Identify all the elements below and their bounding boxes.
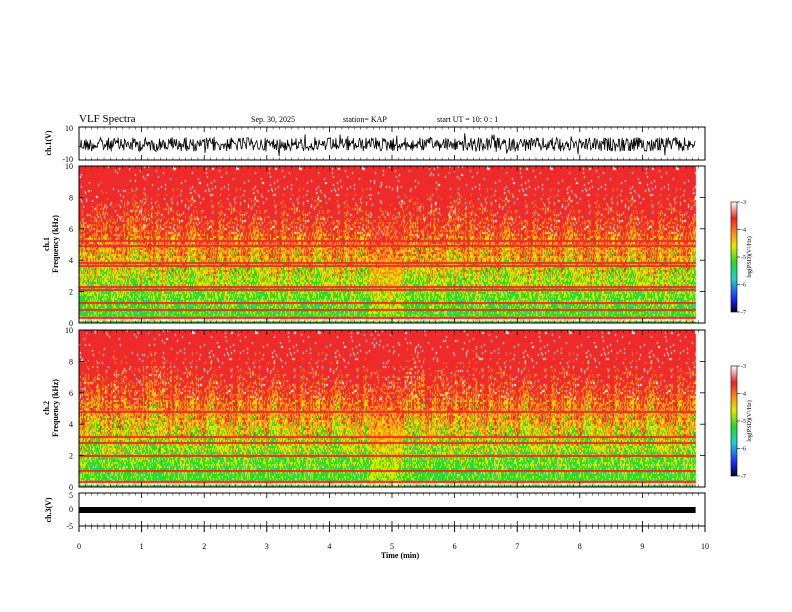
colorbar-tick-label: -5	[741, 255, 746, 261]
time-tick-label: 7	[515, 542, 519, 551]
ch3-ytick-mid: 0	[69, 505, 73, 514]
freq-tick-label: 4	[69, 256, 73, 265]
ch3-waveform-panel: 5 0 -5 ch.3(V)	[44, 491, 706, 531]
freq-tick-label: 8	[69, 193, 73, 202]
time-axis-label: Time (min)	[381, 551, 420, 560]
freq-tick-label: 0	[69, 483, 73, 492]
colorbar-tick-label: -7	[741, 474, 746, 480]
ch2-colorbar-label: log(PSD)(V²/Hz)	[746, 400, 753, 441]
ch1-colorbar-label: log(PSD)(V²/Hz)	[746, 236, 753, 277]
ch1-ytick-bottom: -10	[62, 155, 73, 164]
time-tick-label: 2	[202, 542, 206, 551]
time-tick-label: 8	[578, 542, 582, 551]
ch3-ytick-top: 5	[69, 491, 73, 500]
freq-tick-label: 6	[69, 389, 73, 398]
colorbar-tick-label: -7	[741, 310, 746, 316]
ch3-voltage-axis-label: ch.3(V)	[44, 497, 53, 522]
ch2-colorbar-gradient	[730, 365, 738, 477]
ch1-colorbar: -3 -4 -5 -6 -7 log(PSD)(V²/Hz)	[730, 200, 753, 316]
ch3-waveform-trace	[79, 507, 696, 513]
freq-tick-label: 10	[65, 162, 73, 171]
ch2-frequency-axis-label: Frequency (kHz)	[51, 379, 60, 437]
ch3-ytick-bottom: -5	[66, 522, 73, 531]
freq-tick-label: 2	[69, 288, 73, 297]
time-tick-label: 4	[327, 542, 331, 551]
ch1-spectrogram-panel: 0 2 4 6 8 10 ch.1 Frequency (kHz)	[42, 162, 706, 328]
date-label: Sep. 30, 2025	[251, 115, 295, 124]
time-tick-label: 1	[140, 542, 144, 551]
ch1-voltage-axis-label: ch.1(V)	[44, 130, 53, 155]
time-tick-label: 3	[265, 542, 269, 551]
time-axis: 0 1 2 3 4 5 6 7 8 9 10	[77, 127, 709, 551]
time-tick-label: 10	[701, 542, 709, 551]
freq-tick-label: 6	[69, 225, 73, 234]
colorbar-tick-label: -6	[741, 447, 746, 453]
ch1-spectrogram-image	[79, 166, 705, 323]
colorbar-tick-label: -3	[741, 200, 746, 206]
colorbar-tick-label: -4	[741, 228, 746, 234]
figure-title: VLF Spectra	[79, 113, 136, 125]
ch2-spectrogram-panel: 0 2 4 6 8 10 ch.2 Frequency (kHz)	[42, 326, 706, 492]
colorbar-tick-label: -3	[741, 364, 746, 370]
ch2-channel-label: ch.2	[42, 401, 51, 415]
ch1-channel-label: ch.1	[42, 237, 51, 251]
time-tick-label: 5	[390, 542, 394, 551]
freq-tick-label: 2	[69, 452, 73, 461]
ch2-spectrogram-image	[79, 330, 705, 487]
time-tick-label: 6	[453, 542, 457, 551]
station-label: station= KAP	[343, 115, 387, 124]
ch1-waveform-trace	[78, 133, 696, 157]
ch2-colorbar: -3 -4 -5 -6 -7 log(PSD)(V²/Hz)	[730, 364, 753, 480]
freq-tick-label: 8	[69, 357, 73, 366]
ch1-ytick-top: 10	[65, 124, 73, 133]
time-tick-label: 9	[640, 542, 644, 551]
ch1-frequency-axis-label: Frequency (kHz)	[51, 215, 60, 273]
ch1-colorbar-gradient	[730, 201, 738, 313]
time-tick-label: 0	[77, 542, 81, 551]
colorbar-tick-label: -5	[741, 419, 746, 425]
freq-tick-label: 0	[69, 319, 73, 328]
freq-tick-label: 10	[65, 326, 73, 335]
colorbar-tick-label: -6	[741, 283, 746, 289]
colorbar-tick-label: -4	[741, 392, 746, 398]
start-time-label: start UT = 10: 0 : 1	[437, 115, 498, 124]
freq-tick-label: 4	[69, 420, 73, 429]
ch1-waveform-panel: 10 -10 ch.1(V)	[44, 124, 706, 164]
